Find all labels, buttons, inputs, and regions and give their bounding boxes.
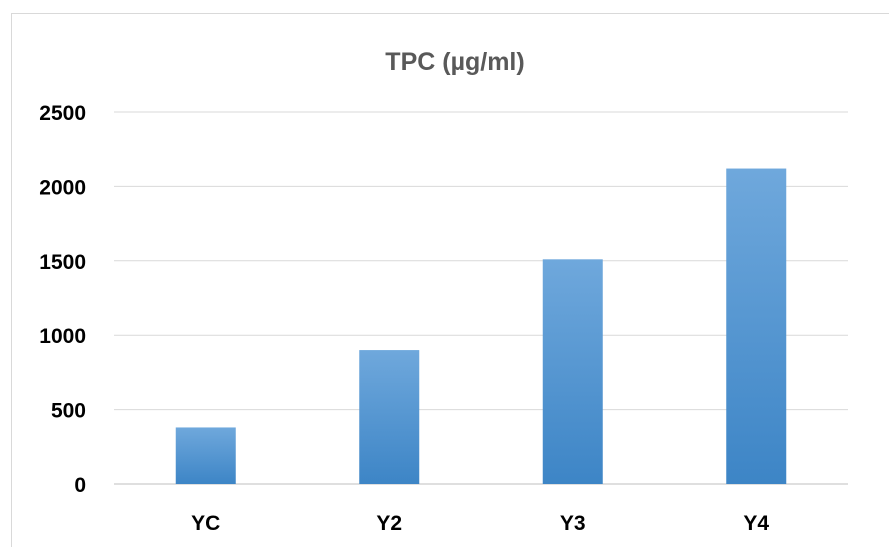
chart-title: TPC (µg/ml) — [385, 48, 524, 76]
bar-y3 — [542, 259, 603, 484]
bar-y2 — [359, 350, 420, 484]
y-tick-label: 2500 — [39, 102, 86, 125]
y-tick-label: 0 — [74, 474, 86, 497]
y-tick-label: 1000 — [39, 325, 86, 348]
bars — [175, 168, 787, 484]
x-tick-label: Y3 — [560, 512, 586, 535]
bar-y4 — [726, 168, 787, 484]
x-tick-label: Y2 — [376, 512, 402, 535]
y-tick-label: 1500 — [39, 251, 86, 274]
y-tick-label: 2000 — [39, 176, 86, 199]
x-tick-label: YC — [191, 512, 220, 535]
y-axis-ticks: 0 500 1000 1500 2000 2500 — [39, 102, 86, 497]
x-axis-ticks: YC Y2 Y3 Y4 — [191, 512, 769, 535]
y-tick-label: 500 — [51, 400, 86, 423]
bar-yc — [175, 427, 236, 484]
gridlines — [114, 111, 848, 485]
x-tick-label: Y4 — [743, 512, 769, 535]
